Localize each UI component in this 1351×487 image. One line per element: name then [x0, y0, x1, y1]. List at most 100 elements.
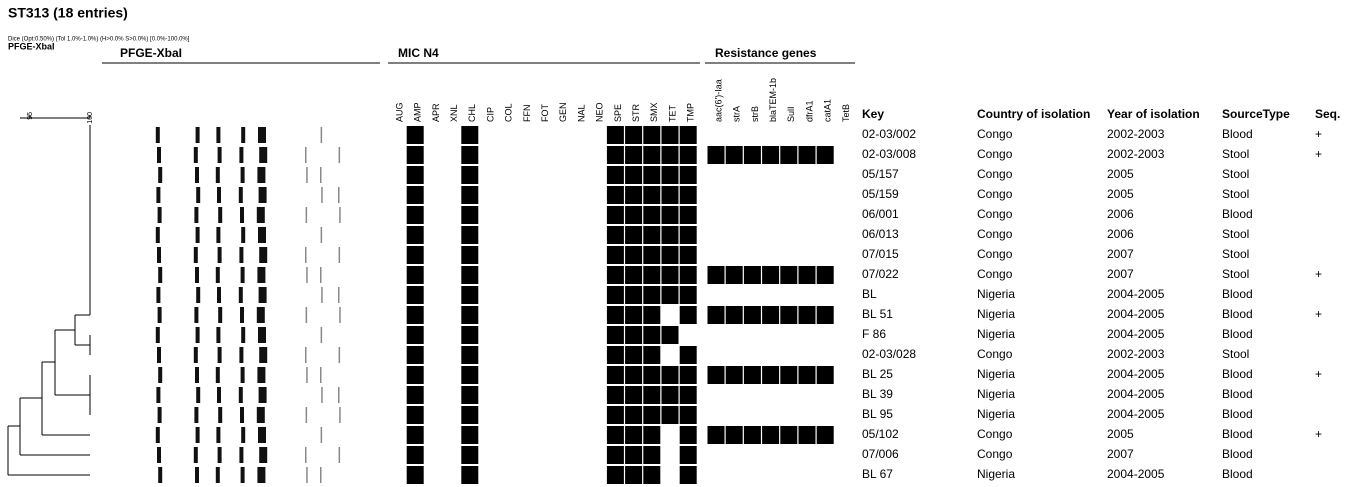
gel-band [196, 127, 200, 143]
mic-cell [571, 306, 588, 324]
mic-cell [662, 326, 679, 344]
gel-band [217, 387, 221, 403]
mic-cell [425, 166, 442, 184]
gene-cell [762, 446, 779, 464]
gene-cell [726, 306, 743, 324]
mic-cell [389, 206, 406, 224]
gel-band [259, 387, 267, 403]
cell-country: Congo [977, 227, 1013, 241]
gel-band [257, 207, 265, 223]
mic-cell [680, 166, 697, 184]
gel-band [339, 407, 341, 423]
mic-cell [480, 206, 497, 224]
gene-cell [799, 306, 816, 324]
mic-cell [498, 426, 515, 444]
mic-cell [425, 306, 442, 324]
mic-cell [607, 186, 624, 204]
mic-cell [461, 426, 478, 444]
gene-cell [817, 446, 834, 464]
mic-cell [498, 306, 515, 324]
gene-cell [799, 166, 816, 184]
table-header: Year of isolation [1107, 107, 1200, 121]
cell-year: 2002-2003 [1107, 147, 1165, 161]
gene-cell [744, 226, 761, 244]
gene-cell [817, 266, 834, 284]
mic-cell [625, 326, 642, 344]
mic-cell [480, 306, 497, 324]
gene-cell [708, 146, 725, 164]
mic-cell [589, 406, 606, 424]
mic-cell [552, 246, 569, 264]
cell-year: 2002-2003 [1107, 127, 1165, 141]
gel-band [259, 247, 267, 263]
gene-cell [744, 266, 761, 284]
gel-band [216, 227, 220, 243]
mic-cell [516, 226, 533, 244]
mic-cell [552, 306, 569, 324]
cell-seq: + [1315, 307, 1322, 321]
gene-cell [708, 226, 725, 244]
mic-cell [516, 386, 533, 404]
cell-key: 07/022 [862, 267, 899, 281]
gel-band [157, 147, 161, 163]
mic-cell [425, 426, 442, 444]
gel-band [306, 267, 308, 283]
gene-cell [835, 466, 852, 484]
cell-source: Stool [1222, 247, 1249, 261]
mic-cell [443, 406, 460, 424]
mic-cell [625, 426, 642, 444]
gel-band [321, 227, 323, 243]
gene-cell [835, 326, 852, 344]
mic-cell [407, 146, 424, 164]
gene-cell [726, 446, 743, 464]
mic-cell [516, 406, 533, 424]
cell-key: BL 39 [862, 387, 893, 401]
gel-band [158, 407, 162, 423]
cell-year: 2004-2005 [1107, 367, 1165, 381]
mic-cell [425, 386, 442, 404]
mic-cell [389, 186, 406, 204]
cell-source: Stool [1222, 147, 1249, 161]
table-header: Country of isolation [977, 107, 1090, 121]
cell-country: Nigeria [977, 367, 1015, 381]
mic-cell [607, 206, 624, 224]
gel-band [156, 387, 160, 403]
gel-band [239, 187, 243, 203]
gel-band [216, 327, 220, 343]
gel-band [218, 207, 222, 223]
cell-country: Nigeria [977, 327, 1015, 341]
mic-cell [571, 426, 588, 444]
gene-cell [744, 246, 761, 264]
gene-cell [780, 146, 797, 164]
gene-cell [817, 426, 834, 444]
gel-band [196, 387, 200, 403]
gene-cell [817, 366, 834, 384]
gel-band [157, 347, 161, 363]
gel-band [306, 307, 308, 323]
mic-cell [461, 306, 478, 324]
cell-country: Congo [977, 147, 1013, 161]
cell-country: Congo [977, 187, 1013, 201]
mic-cell [607, 166, 624, 184]
mic-cell [625, 226, 642, 244]
mic-cell [389, 126, 406, 144]
gel-band [241, 167, 245, 183]
gel-band [339, 147, 341, 163]
mic-cell [680, 246, 697, 264]
gel-band [241, 427, 245, 443]
gene-cell [835, 166, 852, 184]
mic-cell [534, 246, 551, 264]
gene-cell [799, 186, 816, 204]
gel-band [158, 167, 162, 183]
gene-cell [799, 446, 816, 464]
gel-band [338, 387, 340, 403]
mic-cell [461, 246, 478, 264]
gel-band [321, 327, 323, 343]
gene-cell [744, 186, 761, 204]
mic-column-label: STR [631, 103, 641, 122]
gel-band [259, 347, 267, 363]
mic-cell [425, 206, 442, 224]
cell-year: 2002-2003 [1107, 347, 1165, 361]
gene-cell [780, 426, 797, 444]
mic-cell [443, 186, 460, 204]
